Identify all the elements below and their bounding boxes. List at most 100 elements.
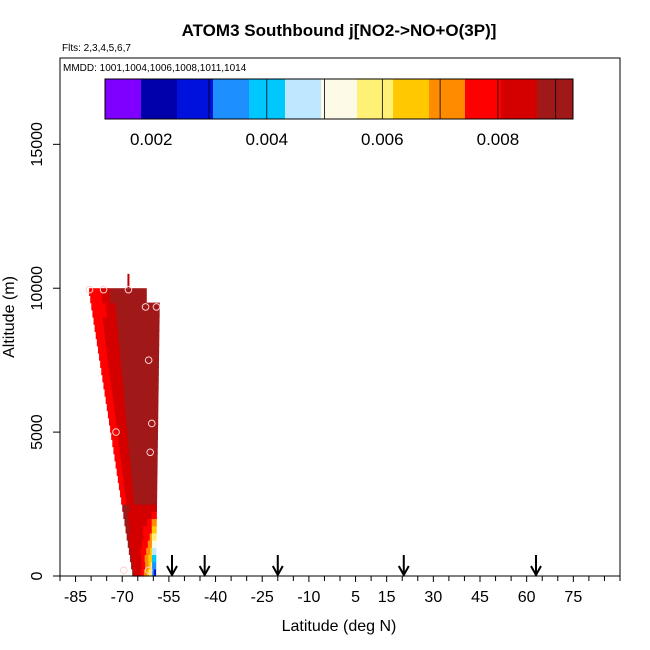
heatmap-cell: [150, 417, 155, 426]
heatmap-cell: [151, 518, 155, 527]
heatmap-cell: [133, 540, 137, 548]
heatmap-cell: [141, 554, 144, 563]
heatmap-cell: [138, 374, 143, 383]
heatmap-cell: [137, 532, 140, 541]
heatmap-cell: [122, 331, 128, 340]
heatmap-cell: [151, 482, 155, 491]
heatmap-cell: [143, 532, 147, 541]
heatmap-cell: [129, 410, 134, 419]
heatmap-cell: [112, 317, 118, 325]
colorbar-swatch: [177, 79, 214, 119]
heatmap-cell: [135, 518, 139, 527]
heatmap-cell: [111, 432, 116, 440]
heatmap-cell: [142, 511, 146, 520]
heatmap-cell: [109, 331, 115, 340]
heatmap-cell: [115, 417, 120, 426]
heatmap-cell: [110, 403, 115, 412]
heatmap-cell: [144, 518, 148, 527]
heatmap-cell: [115, 439, 120, 448]
heatmap-cell: [139, 554, 142, 563]
heatmap-cell: [150, 367, 155, 376]
heatmap-cell: [111, 309, 117, 318]
dates-note: MMDD: 1001,1004,1006,1008,1011,1014: [63, 63, 247, 74]
heatmap-cell: [110, 302, 117, 311]
heatmap-cell: [147, 424, 152, 433]
heatmap-cell: [154, 453, 158, 462]
heatmap-cell: [130, 309, 136, 318]
heatmap-cell: [118, 460, 123, 469]
heatmap-cell: [131, 331, 137, 340]
heatmap-cell: [128, 403, 133, 412]
heatmap-cell: [120, 453, 125, 462]
heatmap-cell: [126, 417, 131, 426]
heatmap-cell: [129, 367, 135, 376]
heatmap-cell: [121, 496, 125, 505]
heatmap-cell: [122, 468, 126, 476]
heatmap-cell: [133, 367, 139, 376]
x-tick-label: -55: [157, 589, 180, 606]
colorbar-swatch: [465, 79, 502, 119]
heatmap-cell: [139, 561, 143, 570]
heatmap-cell: [126, 374, 131, 383]
heatmap-cell: [129, 446, 133, 455]
heatmap-cell: [135, 482, 139, 491]
heatmap-cell: [150, 360, 155, 368]
heatmap-cell: [123, 453, 128, 462]
heatmap-cell: [114, 410, 120, 419]
heatmap-cell: [131, 561, 134, 570]
heatmap-cell: [136, 468, 141, 476]
heatmap-cell: [130, 460, 134, 469]
heatmap-cell: [146, 381, 151, 390]
heatmap-cell: [105, 396, 110, 404]
sounding-point: [85, 285, 94, 294]
heatmap-cell: [129, 288, 135, 297]
heatmap-cell: [131, 496, 135, 505]
sounding-point: [112, 428, 120, 436]
x-tick-label: 5: [351, 589, 360, 606]
heatmap-cell: [146, 511, 150, 520]
heatmap-cell: [150, 568, 153, 577]
heatmap-cell: [127, 338, 133, 347]
heatmap-cell: [144, 547, 147, 556]
heatmap-cell: [137, 432, 142, 440]
heatmap-cell: [137, 352, 143, 361]
colorbar-swatch: [393, 79, 430, 119]
heatmap-cell: [154, 468, 158, 476]
y-tick-label: 15000: [29, 122, 46, 167]
heatmap-cell: [148, 475, 152, 484]
heatmap-cell: [138, 547, 142, 556]
heatmap-cell: [114, 295, 119, 304]
heatmap-cell: [144, 446, 149, 455]
heatmap-cell: [133, 288, 139, 297]
heatmap-cell: [123, 511, 127, 520]
heatmap-cell: [154, 446, 158, 455]
heatmap-cell: [154, 302, 160, 311]
heatmap-cell: [154, 432, 158, 440]
heatmap-cell: [154, 317, 160, 325]
heatmap-cell: [142, 468, 147, 476]
heatmap-cell: [143, 496, 147, 505]
heatmap-cell: [111, 410, 116, 419]
heatmap-cell: [151, 532, 155, 541]
heatmap-cell: [118, 374, 123, 383]
heatmap-cell: [154, 360, 159, 368]
heatmap-cell: [97, 345, 103, 354]
heatmap-cell: [127, 432, 132, 440]
heatmap-cell: [116, 360, 122, 368]
heatmap-cell: [128, 547, 132, 556]
heatmap-cell: [145, 331, 151, 340]
heatmap-cell: [150, 396, 155, 404]
heatmap-cell: [133, 352, 138, 361]
heatmap-cell: [146, 496, 150, 505]
heatmap-cell: [127, 388, 132, 397]
heatmap-cell: [117, 475, 122, 484]
heatmap-cell: [125, 489, 129, 498]
heatmap-cell: [134, 374, 139, 383]
heatmap-cell: [130, 424, 135, 433]
heatmap-cell: [134, 547, 138, 556]
heatmap-cell: [149, 338, 155, 347]
heatmap-cell: [135, 309, 141, 318]
heatmap-cell: [128, 475, 133, 484]
heatmap-cell: [121, 288, 127, 297]
heatmap-cell: [126, 496, 130, 505]
